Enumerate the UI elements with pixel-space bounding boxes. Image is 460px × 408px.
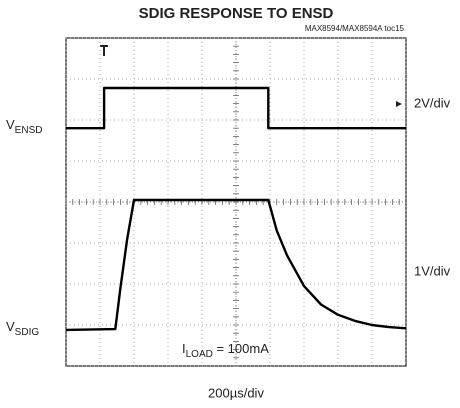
legend-label: VSDIG — [6, 319, 39, 337]
label-rest: = 100mA — [213, 341, 269, 356]
scale-label: 2V/div — [414, 96, 451, 111]
label-main: V — [6, 118, 15, 133]
chart-subtitle: MAX8594/MAX8594A toc15 — [305, 24, 405, 33]
label-sub: ENSD — [15, 125, 43, 136]
annotation: ILOAD = 100mA — [182, 341, 269, 359]
label-main: V — [6, 319, 15, 334]
label-sub: SDIG — [15, 327, 40, 338]
label-main: I — [182, 341, 186, 356]
scale-label: 1V/div — [414, 264, 451, 279]
chart-title: SDIG RESPONSE TO ENSD — [139, 5, 334, 22]
trace — [66, 86, 406, 130]
level-marker — [396, 101, 402, 107]
trigger-marker — [100, 45, 108, 56]
label-sub: LOAD — [186, 349, 213, 360]
x-axis-label: 200µs/div — [208, 385, 264, 400]
legend-label: VENSD — [6, 118, 42, 136]
trace — [65, 198, 407, 332]
